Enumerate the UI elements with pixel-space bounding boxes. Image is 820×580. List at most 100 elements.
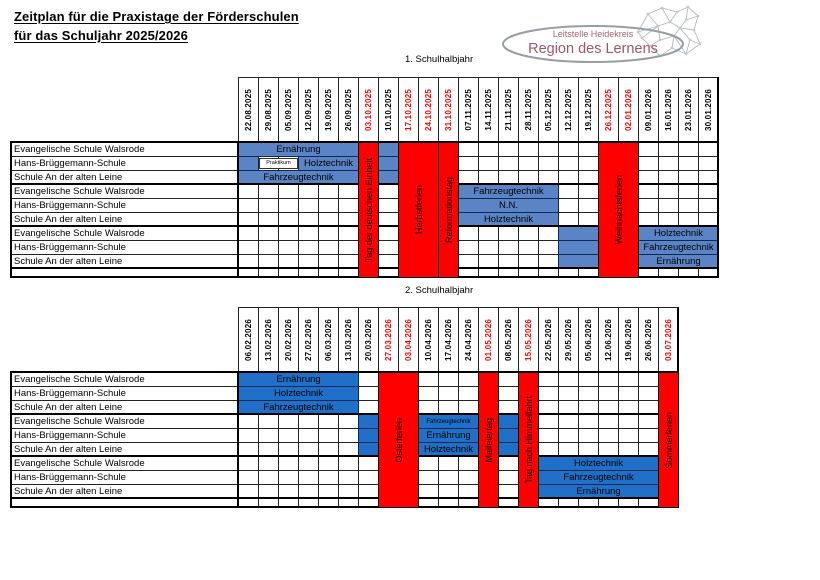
grid-cell [538,414,559,429]
grid-cell [698,156,719,171]
grid-cell [378,226,399,241]
school-row-label: Hans-Brüggemann-Schule [10,386,239,401]
grid-cell [338,226,359,241]
page-title-line2: für das Schuljahr 2025/2026 [14,27,188,43]
grid-cell [338,240,359,255]
grid-cell [358,372,379,387]
date-label: 06.02.2026 [244,318,253,362]
date-header-cell: 26.12.2025 [598,77,619,143]
grid-cell [298,226,319,241]
practice-block: Fahrzeugtechnik [418,414,479,429]
date-header-cell: 10.04.2026 [418,307,439,373]
date-header-cell: 29.08.2025 [258,77,279,143]
date-header-cell: 07.11.2025 [458,77,479,143]
grid-cell [458,456,479,471]
grid-cell [638,184,659,199]
grid-border-line [10,497,679,499]
grid-cell [458,156,479,171]
grid-cell [458,386,479,401]
grid-cell [258,198,279,213]
grid-cell [418,470,439,485]
grid-cell [638,142,659,157]
grid-cell [498,386,519,401]
date-header-cell: 12.12.2025 [558,77,579,143]
grid-cell [258,240,279,255]
holiday-column: Reformationstag [438,142,459,278]
date-label: 22.05.2026 [544,318,553,362]
grid-cell [598,386,619,401]
grid-border-line [10,371,679,373]
date-label: 19.12.2025 [584,88,593,132]
grid-border-line [10,142,12,277]
practice-block: Ernährung [238,372,359,387]
grid-cell [278,240,299,255]
date-header-cell: 31.10.2025 [438,77,459,143]
practice-block: Fahrzeugtechnik [458,184,559,199]
date-label: 24.10.2025 [424,88,433,132]
practice-block [358,428,379,443]
logo-title: Region des Lernens [528,41,658,57]
date-label: 20.02.2026 [284,318,293,362]
date-header-cell: 26.09.2025 [338,77,359,143]
grid-cell [458,240,479,255]
date-label: 10.10.2025 [384,88,393,132]
date-label: 20.03.2026 [364,318,373,362]
grid-cell [258,470,279,485]
grid-cell [518,156,539,171]
practice-block: Holztechnik [538,456,659,471]
school-row-label: Hans-Brüggemann-Schule [10,428,239,443]
grid-cell [618,372,639,387]
page-title: Zeitplan für die Praxistage der Fördersc… [14,8,299,46]
grid-cell [378,198,399,213]
grid-cell [278,414,299,429]
practice-block: Holztechnik [298,156,359,171]
grid-cell [258,414,279,429]
date-label: 13.03.2026 [344,318,353,362]
grid-cell [638,414,659,429]
date-label: 27.02.2026 [304,318,313,362]
date-header-cell: 19.12.2025 [578,77,599,143]
grid-cell [498,456,519,471]
grid-cell [538,226,559,241]
school-row-label: Hans-Brüggemann-Schule [10,198,239,213]
school-row-label: Evangelische Schule Walsrode [10,414,239,429]
holiday-column: Maifeiertag [478,372,499,508]
grid-cell [658,142,679,157]
grid-cell [578,372,599,387]
date-header-cell: 13.02.2026 [258,307,279,373]
grid-cell [498,240,519,255]
date-label: 17.04.2026 [444,318,453,362]
grid-cell [318,198,339,213]
grid-cell [498,372,519,387]
date-header-cell: 08.05.2026 [498,307,519,373]
grid-cell [358,470,379,485]
date-label: 30.01.2026 [704,88,713,132]
grid-cell [538,142,559,157]
practice-block [498,428,519,443]
date-header-cell: 12.06.2026 [598,307,619,373]
date-label: 02.01.2026 [624,88,633,132]
grid-cell [318,240,339,255]
logo-subtitle: Leitstelle Heidekreis [553,29,634,39]
date-header-cell: 19.09.2025 [318,77,339,143]
date-label: 13.02.2026 [264,318,273,362]
grid-border-line [717,77,719,277]
date-label: 29.05.2026 [564,318,573,362]
date-label: 09.01.2026 [644,88,653,132]
grid-border-line [237,372,239,507]
date-header-cell: 10.10.2025 [378,77,399,143]
logo-swoosh-ellipse [502,25,684,63]
practice-block [498,414,519,429]
halfyear-1-caption: 1. Schulhalbjahr [405,54,474,65]
school-row-label: Evangelische Schule Walsrode [10,226,239,241]
grid-cell [558,156,579,171]
grid-cell [298,456,319,471]
date-header-cell: 15.05.2026 [518,307,539,373]
grid-cell [238,470,259,485]
date-label: 17.10.2025 [404,88,413,132]
region-des-lernens-logo: Leitstelle Heidekreis Region des Lernens [502,5,702,63]
date-header-cell: 05.12.2025 [538,77,559,143]
grid-cell [478,226,499,241]
holiday-label: Tag der deutschen Einheit [363,157,374,263]
date-header-cell: 24.10.2025 [418,77,439,143]
